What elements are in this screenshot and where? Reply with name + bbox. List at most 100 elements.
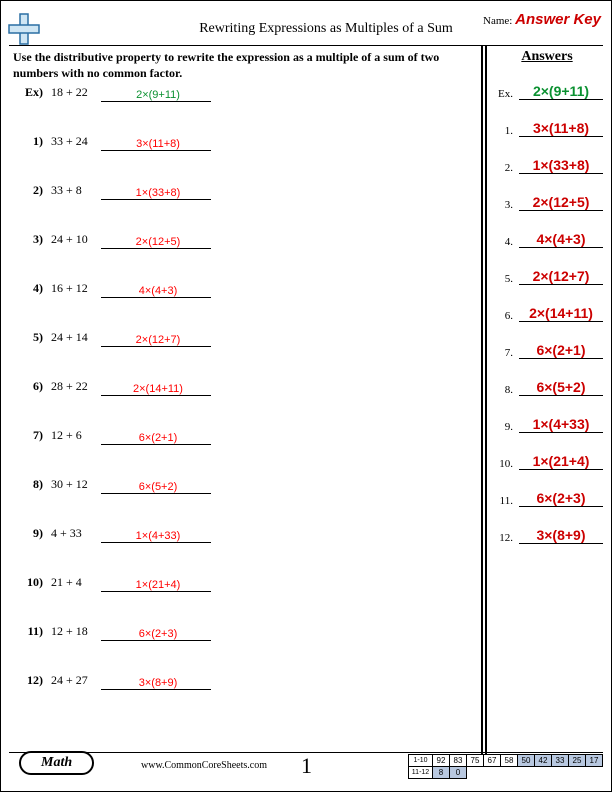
problem-row: 7) 12 + 66×(2+1) <box>15 428 315 443</box>
problem-expression: 24 + 27 <box>51 673 101 688</box>
answer-row: 3. 2×(12+5) <box>491 194 603 211</box>
problem-expression: 18 + 22 <box>51 85 101 100</box>
answer-row: 5.2×(12+7) <box>491 268 603 285</box>
problem-answer-blank: 1×(21+4) <box>101 579 211 592</box>
score-grid: 1-109283756758504233251711-1280 <box>408 754 603 779</box>
score-cell: 8 <box>433 767 450 779</box>
answers-list: Ex.2×(9+11) 1. 3×(11+8) 2. 1×(33+8) 3. 2×(12+5… <box>491 83 603 544</box>
problem-number: 10) <box>15 575 43 590</box>
problem-number: 9) <box>15 526 43 541</box>
score-cell: 17 <box>586 755 603 767</box>
answer-number: 5. <box>491 273 513 285</box>
answer-value: 2×(9+11) <box>519 83 603 100</box>
answer-number: 4. <box>491 236 513 248</box>
worksheet-page: Rewriting Expressions as Multiples of a … <box>0 0 612 792</box>
answer-number: 8. <box>491 384 513 396</box>
answer-number: 1. <box>491 125 513 137</box>
problem-number: 4) <box>15 281 43 296</box>
problem-row: Ex)18 + 222×(9+11) <box>15 85 315 100</box>
problem-expression: 28 + 22 <box>51 379 101 394</box>
problem-expression: 12 + 18 <box>51 624 101 639</box>
problem-expression: 24 + 10 <box>51 232 101 247</box>
score-row: 11-1280 <box>409 767 603 779</box>
answer-value: 6×(5+2) <box>519 379 603 396</box>
score-cell: 33 <box>552 755 569 767</box>
answer-row: Ex.2×(9+11) <box>491 83 603 100</box>
answer-value: 3×(8+9) <box>519 527 603 544</box>
answer-number: 3. <box>491 199 513 211</box>
problem-number: 7) <box>15 428 43 443</box>
answer-value: 1×(21+4) <box>519 453 603 470</box>
answer-number: 2. <box>491 162 513 174</box>
problem-answer-blank: 1×(33+8) <box>101 187 211 200</box>
answer-row: 12. 3×(8+9) <box>491 527 603 544</box>
answers-column: Answers Ex.2×(9+11) 1. 3×(11+8) 2. 1×(33+8) 3… <box>491 49 603 564</box>
problem-answer-blank: 3×(8+9) <box>101 677 211 690</box>
problem-expression: 30 + 12 <box>51 477 101 492</box>
answer-row: 8. 6×(5+2) <box>491 379 603 396</box>
plus-icon <box>7 12 41 46</box>
problem-expression: 33 + 24 <box>51 134 101 149</box>
answer-number: 12. <box>491 532 513 544</box>
problem-row: 10) 21 + 41×(21+4) <box>15 575 315 590</box>
score-range-label: 1-10 <box>409 755 433 767</box>
answer-value: 2×(14+11) <box>519 305 603 322</box>
answer-row: 9. 1×(4+33) <box>491 416 603 433</box>
score-row: 1-1092837567585042332517 <box>409 755 603 767</box>
score-cell: 42 <box>535 755 552 767</box>
problem-expression: 24 + 14 <box>51 330 101 345</box>
problem-row: 1) 33 + 243×(11+8) <box>15 134 315 149</box>
problem-number: 1) <box>15 134 43 149</box>
problem-row: 8)30 + 126×(5+2) <box>15 477 315 492</box>
answer-number: 7. <box>491 347 513 359</box>
problem-row: 3) 24 + 102×(12+5) <box>15 232 315 247</box>
score-cell: 83 <box>450 755 467 767</box>
answer-row: 10. 1×(21+4) <box>491 453 603 470</box>
problem-expression: 16 + 12 <box>51 281 101 296</box>
problem-row: 9) 4 + 331×(4+33) <box>15 526 315 541</box>
answer-row: 7. 6×(2+1) <box>491 342 603 359</box>
problem-number: 5) <box>15 330 43 345</box>
problem-answer-blank: 6×(2+1) <box>101 432 211 445</box>
problem-expression: 21 + 4 <box>51 575 101 590</box>
problem-answer-blank: 2×(9+11) <box>101 89 211 102</box>
problem-answer-blank: 6×(2+3) <box>101 628 211 641</box>
problem-expression: 33 + 8 <box>51 183 101 198</box>
problem-expression: 4 + 33 <box>51 526 101 541</box>
answer-value: 3×(11+8) <box>519 120 603 137</box>
answers-heading: Answers <box>491 49 603 65</box>
answer-value: 1×(33+8) <box>519 157 603 174</box>
problem-row: 2) 33 + 81×(33+8) <box>15 183 315 198</box>
answer-row: 1. 3×(11+8) <box>491 120 603 137</box>
answer-value: 6×(2+3) <box>519 490 603 507</box>
problem-answer-blank: 3×(11+8) <box>101 138 211 151</box>
problem-number: 3) <box>15 232 43 247</box>
answer-value: 4×(4+3) <box>519 231 603 248</box>
answer-value: 1×(4+33) <box>519 416 603 433</box>
problem-expression: 12 + 6 <box>51 428 101 443</box>
problem-row: 11)12 + 186×(2+3) <box>15 624 315 639</box>
problem-number: 2) <box>15 183 43 198</box>
problem-row: 12) 24 + 273×(8+9) <box>15 673 315 688</box>
problem-answer-blank: 4×(4+3) <box>101 285 211 298</box>
site-url: www.CommonCoreSheets.com <box>141 760 267 771</box>
subject-pill: Math <box>19 751 94 775</box>
answer-number: 9. <box>491 421 513 433</box>
answer-row: 6. 2×(14+11) <box>491 305 603 322</box>
problem-answer-blank: 2×(12+5) <box>101 236 211 249</box>
answer-value: 2×(12+5) <box>519 194 603 211</box>
problem-number: 6) <box>15 379 43 394</box>
score-cell: 75 <box>467 755 484 767</box>
problem-number: 8) <box>15 477 43 492</box>
answer-number: 6. <box>491 310 513 322</box>
header-divider <box>9 45 603 46</box>
score-cell: 50 <box>518 755 535 767</box>
answer-row: 2. 1×(33+8) <box>491 157 603 174</box>
problem-answer-blank: 1×(4+33) <box>101 530 211 543</box>
answer-value: 6×(2+1) <box>519 342 603 359</box>
problem-row: 5)24 + 142×(12+7) <box>15 330 315 345</box>
problem-row: 4) 16 + 124×(4+3) <box>15 281 315 296</box>
answer-number: 10. <box>491 458 513 470</box>
problem-number: 12) <box>15 673 43 688</box>
score-range-label: 11-12 <box>409 767 433 779</box>
